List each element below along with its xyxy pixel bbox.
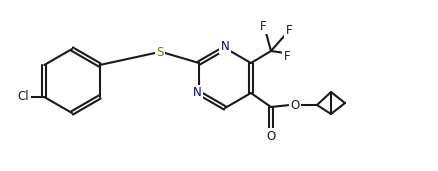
Text: F: F bbox=[260, 19, 266, 32]
Text: F: F bbox=[284, 49, 290, 62]
Text: F: F bbox=[286, 24, 292, 37]
Text: N: N bbox=[221, 40, 230, 52]
Text: O: O bbox=[290, 98, 300, 111]
Text: S: S bbox=[156, 47, 164, 60]
Text: Cl: Cl bbox=[18, 90, 29, 103]
Text: N: N bbox=[193, 87, 201, 100]
Text: O: O bbox=[266, 129, 276, 142]
